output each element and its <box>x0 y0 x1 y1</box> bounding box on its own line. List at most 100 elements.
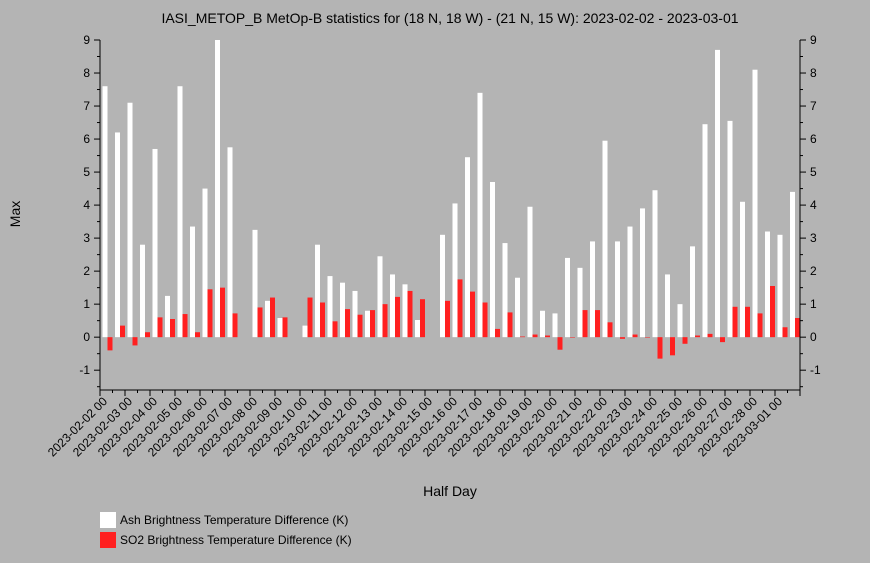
bar-1-45 <box>670 337 675 356</box>
bar-0-38 <box>577 267 583 338</box>
y-tick-label-right: 2 <box>810 264 817 278</box>
y-tick-label-left: -1 <box>79 363 90 377</box>
bar-0-1 <box>115 132 120 338</box>
bar-0-12 <box>252 229 258 338</box>
bar-1-46 <box>682 337 688 344</box>
bar-1-23 <box>395 296 400 338</box>
bar-1-32 <box>507 312 513 338</box>
bar-1-48 <box>707 333 713 338</box>
y-tick-label-left: 6 <box>83 132 90 146</box>
bar-0-3 <box>140 244 145 338</box>
y-tick-label-right: -1 <box>810 363 821 377</box>
bar-1-47 <box>695 335 700 338</box>
bar-0-27 <box>440 234 445 338</box>
bar-1-36 <box>557 337 563 350</box>
bar-1-50 <box>732 306 738 338</box>
bar-1-25 <box>420 299 425 338</box>
bar-0-29 <box>465 157 470 338</box>
bar-0-37 <box>565 257 570 338</box>
bar-1-2 <box>132 337 138 346</box>
bar-0-52 <box>752 69 758 338</box>
bar-1-1 <box>120 325 125 338</box>
bar-0-5 <box>165 295 170 338</box>
bar-1-8 <box>207 289 213 338</box>
bar-1-35 <box>545 335 550 338</box>
bar-0-40 <box>602 140 608 338</box>
y-axis-label: Max <box>7 201 23 227</box>
bar-0-4 <box>152 148 158 338</box>
bar-0-43 <box>640 208 645 338</box>
bar-1-30 <box>482 302 488 338</box>
y-tick-label-right: 4 <box>810 198 817 212</box>
y-tick-label-left: 0 <box>83 330 90 344</box>
bar-1-13 <box>270 297 275 338</box>
y-tick-label-left: 8 <box>83 66 90 80</box>
legend: Ash Brightness Temperature Difference (K… <box>100 512 352 548</box>
y-tick-label-right: 9 <box>810 33 817 47</box>
bar-0-45 <box>665 274 670 338</box>
bar-0-48 <box>702 124 708 338</box>
bar-1-14 <box>282 317 288 338</box>
bar-0-21 <box>365 310 370 338</box>
bar-0-28 <box>452 203 458 338</box>
bar-0-36 <box>552 313 558 338</box>
bar-1-16 <box>307 297 313 338</box>
y-tick-label-left: 1 <box>83 297 90 311</box>
bar-1-24 <box>407 290 413 338</box>
y-tick-label-right: 8 <box>810 66 817 80</box>
bar-0-6 <box>177 86 183 338</box>
bar-0-14 <box>277 318 283 338</box>
bar-1-0 <box>107 337 113 351</box>
bar-0-41 <box>615 241 620 338</box>
bar-1-10 <box>232 313 238 338</box>
bar-0-7 <box>190 226 195 338</box>
bar-1-29 <box>470 291 475 338</box>
bar-0-51 <box>740 201 745 338</box>
bar-1-21 <box>370 310 375 338</box>
bar-0-19 <box>340 282 345 338</box>
legend-swatch-1 <box>100 532 116 548</box>
bar-0-47 <box>690 246 695 338</box>
bar-1-41 <box>620 337 625 339</box>
bar-0-44 <box>652 190 658 338</box>
bar-0-46 <box>677 304 683 338</box>
bar-0-34 <box>527 206 533 338</box>
bar-0-20 <box>352 290 358 338</box>
bar-0-25 <box>415 320 420 338</box>
bar-1-43 <box>645 337 650 338</box>
bar-1-54 <box>782 327 788 338</box>
bar-0-23 <box>390 274 395 338</box>
bar-0-10 <box>227 147 233 338</box>
bar-1-53 <box>770 285 775 338</box>
bar-0-17 <box>315 244 320 338</box>
bar-0-16 <box>302 325 308 338</box>
bar-1-33 <box>520 336 525 338</box>
bar-0-24 <box>402 284 408 338</box>
bar-0-18 <box>327 276 333 338</box>
bar-1-49 <box>720 337 725 343</box>
y-tick-label-right: 7 <box>810 99 817 113</box>
bar-1-34 <box>532 334 538 338</box>
bar-1-7 <box>195 332 200 338</box>
bar-0-9 <box>215 40 220 338</box>
bar-1-44 <box>657 337 663 359</box>
bar-1-38 <box>582 310 588 338</box>
y-tick-label-left: 3 <box>83 231 90 245</box>
bar-1-5 <box>170 319 175 338</box>
bar-0-8 <box>202 188 208 338</box>
bar-0-39 <box>590 241 595 338</box>
y-tick-label-left: 9 <box>83 33 90 47</box>
y-tick-label-left: 7 <box>83 99 90 113</box>
bar-1-31 <box>495 328 500 338</box>
chart-title: IASI_METOP_B MetOp-B statistics for (18 … <box>161 10 738 26</box>
bar-0-35 <box>540 310 545 338</box>
bar-0-31 <box>490 181 495 338</box>
bar-0-2 <box>127 102 133 338</box>
bar-1-39 <box>595 310 600 338</box>
bar-0-30 <box>477 92 483 338</box>
bar-0-0 <box>102 86 108 338</box>
bar-1-52 <box>757 313 763 338</box>
bar-0-33 <box>515 277 520 338</box>
